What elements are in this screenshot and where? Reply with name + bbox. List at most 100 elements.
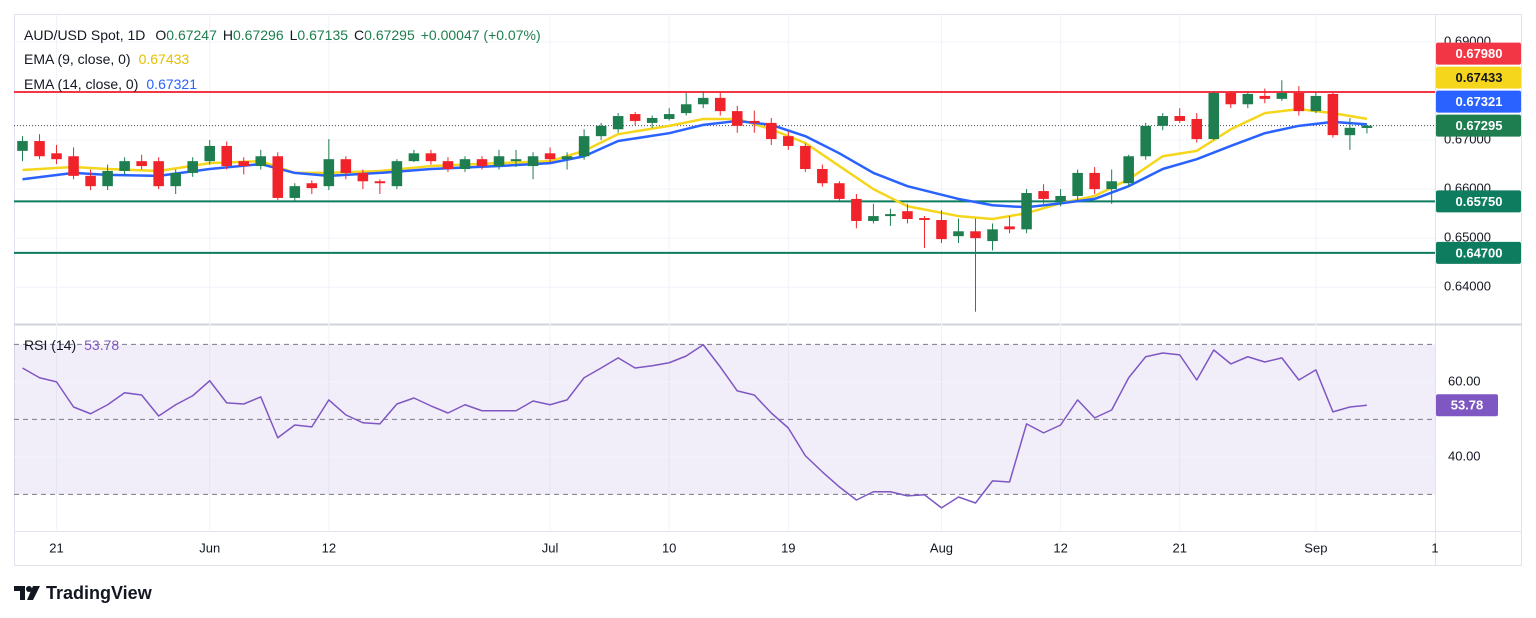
y-tick-label: 0.65000 [1444, 230, 1491, 245]
candle-body [289, 186, 301, 198]
candle-body [902, 211, 913, 220]
candle-body [697, 97, 709, 105]
ohlc-value: 0.67247 [166, 27, 217, 43]
logo-dot [26, 586, 32, 592]
ohlc-value: 0.67296 [233, 27, 284, 43]
candle-body [170, 172, 181, 187]
logo-shape [14, 586, 25, 600]
candle-body [1293, 92, 1305, 112]
price-badge [1436, 190, 1521, 213]
candle-body [408, 153, 420, 162]
candle-body [1072, 172, 1083, 196]
candle-body [834, 183, 845, 199]
candle-body [595, 125, 607, 137]
rsi-legend: RSI (14) 53.78 [24, 337, 119, 353]
candle-body [953, 231, 964, 237]
candle-body [1055, 195, 1066, 201]
change-value: +0.00047 (+0.07%) [421, 27, 541, 43]
candle-body [1225, 92, 1237, 105]
candle-body [629, 114, 641, 121]
candle-body [85, 175, 96, 187]
ohlc-value: 0.67135 [297, 27, 348, 43]
candle-body [663, 114, 675, 119]
candle-body [1276, 92, 1288, 99]
candle-body [1327, 93, 1339, 136]
candle-body [885, 214, 896, 217]
x-tick-label: Sep [1304, 540, 1327, 555]
candle-body [1174, 116, 1186, 121]
candle-body [255, 156, 267, 167]
indicator-value: 0.67433 [139, 51, 190, 67]
price-badge [1436, 90, 1521, 113]
candle-body [51, 153, 62, 160]
candle-body [1361, 125, 1373, 128]
candle-body [1259, 95, 1271, 99]
candle-body [1242, 93, 1254, 105]
candle-body [136, 161, 147, 167]
frame [14, 14, 1522, 566]
overlay: 21 Jun 12 Jul 10 19 Aug 12 21 Sep 10.640000.650000… [24, 27, 1521, 555]
rsi-line [22, 344, 1368, 509]
y-tick-label: 40.00 [1448, 448, 1481, 463]
price-badge [1436, 66, 1521, 89]
candle-body [1106, 181, 1117, 190]
candle-body [749, 120, 760, 123]
ohlc-key: L [290, 27, 298, 43]
price-badge [1436, 42, 1521, 65]
candle-body [561, 156, 573, 160]
candle-body [391, 161, 403, 187]
candle-body [800, 145, 811, 169]
y-tick-label: 60.00 [1448, 373, 1481, 388]
plot [14, 80, 1435, 509]
candle-body [1038, 191, 1049, 199]
price-badge-label: 0.64700 [1456, 245, 1503, 260]
candle-body [323, 159, 335, 187]
rsi-badge-label: 53.78 [1451, 398, 1484, 413]
indicator-value: 53.78 [84, 337, 119, 353]
candle-body [766, 122, 777, 140]
brand-name: TradingView [46, 583, 153, 603]
candle-body [17, 141, 28, 151]
candle-body [817, 169, 828, 184]
indicator-name: EMA (14, close, 0) [24, 76, 138, 92]
candle-body [34, 141, 45, 157]
candle-body [459, 159, 471, 169]
candle-body [306, 183, 318, 189]
candle-body [1004, 226, 1015, 230]
candle-body [476, 159, 488, 167]
indicator-name: EMA (9, close, 0) [24, 51, 131, 67]
candle-body [1191, 118, 1203, 140]
candle-body [646, 117, 658, 123]
ohlc-value: 0.67295 [364, 27, 415, 43]
candle-body [680, 104, 692, 114]
price-badge [1436, 114, 1521, 137]
candle-body [1208, 92, 1220, 140]
candle-body [102, 170, 113, 187]
candle-body [527, 156, 539, 167]
price-badge-label: 0.67295 [1456, 118, 1503, 133]
legend-line: EMA (9, close, 0) 0.67433 [24, 51, 189, 67]
legend-line: EMA (14, close, 0) 0.67321 [24, 76, 197, 92]
price-badge-label: 0.67321 [1456, 94, 1503, 109]
candle-body [987, 229, 998, 242]
candle-body [425, 153, 437, 162]
ohlc-key: O [155, 27, 166, 43]
x-tick-label: 1 [1431, 540, 1438, 555]
x-tick-label: Jul [542, 540, 559, 555]
candle-body [970, 231, 981, 239]
rsi-badge [1436, 394, 1498, 417]
x-tick-label: 10 [662, 540, 676, 555]
candle-body [493, 156, 505, 167]
candle-body [851, 198, 862, 221]
x-tick-label: 19 [781, 540, 795, 555]
candle-body [612, 116, 624, 130]
candle-body [578, 136, 590, 157]
candle-body [340, 159, 352, 173]
x-tick-label: 21 [49, 540, 63, 555]
x-tick-label: Jun [199, 540, 220, 555]
candle-body [510, 159, 522, 162]
x-tick-label: 12 [322, 540, 336, 555]
candle-body [238, 161, 250, 167]
price-badge-label: 0.65750 [1456, 194, 1503, 209]
